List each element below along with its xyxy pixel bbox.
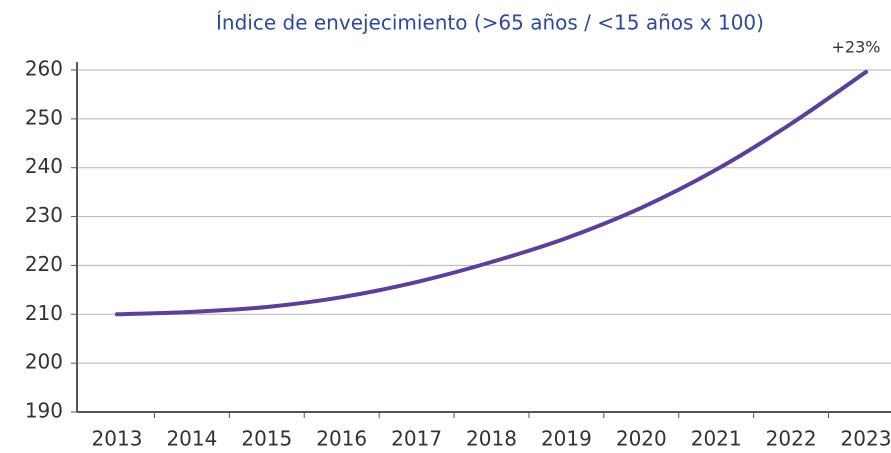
x-tick-label: 2018 bbox=[466, 427, 517, 451]
y-tick-label: 260 bbox=[25, 57, 63, 81]
x-tick-label: 2014 bbox=[166, 427, 217, 451]
x-tick-label: 2019 bbox=[541, 427, 592, 451]
x-tick-label: 2023 bbox=[841, 427, 891, 451]
x-tick-label: 2015 bbox=[241, 427, 292, 451]
y-tick-label: 190 bbox=[25, 399, 63, 423]
line-series bbox=[115, 69, 868, 317]
x-tick-label: 2013 bbox=[92, 427, 143, 451]
chart-title: Índice de envejecimiento (>65 años / <15… bbox=[216, 11, 764, 35]
x-tick-label: 2022 bbox=[766, 427, 817, 451]
y-tick-label: 230 bbox=[25, 203, 63, 227]
y-tick-label: 240 bbox=[25, 154, 63, 178]
y-tick-label: 220 bbox=[25, 252, 63, 276]
y-tick-label: 210 bbox=[25, 301, 63, 325]
annotation: +23% bbox=[832, 38, 881, 57]
x-tick-label: 2016 bbox=[316, 427, 367, 451]
x-tick-label: 2020 bbox=[616, 427, 667, 451]
x-tick-label: 2017 bbox=[391, 427, 442, 451]
y-tick-label: 250 bbox=[25, 105, 63, 129]
y-tick-label: 200 bbox=[25, 350, 63, 374]
x-tick-label: 2021 bbox=[691, 427, 742, 451]
